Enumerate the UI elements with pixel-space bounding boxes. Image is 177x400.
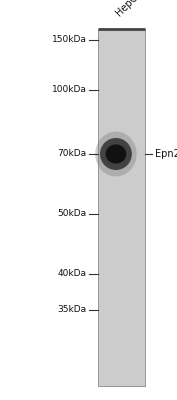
- Text: 35kDa: 35kDa: [58, 306, 87, 314]
- Ellipse shape: [95, 132, 137, 176]
- Text: 40kDa: 40kDa: [58, 270, 87, 278]
- Text: 100kDa: 100kDa: [52, 86, 87, 94]
- Text: HepG2: HepG2: [114, 0, 145, 18]
- Text: 150kDa: 150kDa: [52, 36, 87, 44]
- Ellipse shape: [105, 144, 126, 164]
- Bar: [98, 29, 145, 386]
- Text: 50kDa: 50kDa: [58, 210, 87, 218]
- Text: Epn2: Epn2: [155, 149, 177, 159]
- Text: 70kDa: 70kDa: [58, 150, 87, 158]
- Ellipse shape: [100, 138, 132, 170]
